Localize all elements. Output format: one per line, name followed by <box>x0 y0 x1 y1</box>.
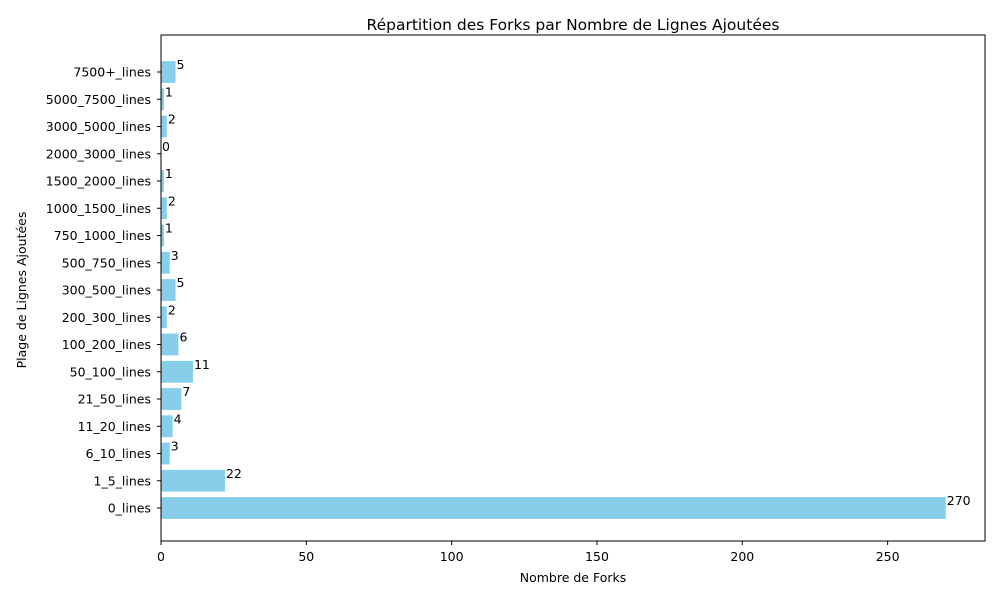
y-tick-label: 50_100_lines <box>70 364 151 379</box>
data-label-500_750_lines: 3 <box>171 248 179 263</box>
data-label-6_10_lines: 3 <box>171 439 179 454</box>
bars <box>161 61 946 519</box>
x-tick-label: 50 <box>298 549 314 564</box>
bar-0_lines <box>161 497 946 519</box>
data-label-750_1000_lines: 1 <box>165 221 173 236</box>
y-tick-label: 21_50_lines <box>78 392 151 407</box>
bar-1000_1500_lines <box>161 197 167 220</box>
bar-21_50_lines <box>161 388 182 410</box>
y-tick-label: 1_5_lines <box>94 473 151 488</box>
bar-100_200_lines <box>161 333 179 356</box>
y-tick-label: 11_20_lines <box>78 419 151 434</box>
chart-title: Répartition des Forks par Nombre de Lign… <box>367 16 780 34</box>
y-tick-label: 1500_2000_lines <box>46 174 151 189</box>
y-tick-label: 0_lines <box>108 501 151 516</box>
data-label-1500_2000_lines: 1 <box>165 166 173 181</box>
y-tick-label: 3000_5000_lines <box>46 119 151 134</box>
y-axis-label: Plage de Lignes Ajoutées <box>14 212 29 369</box>
bar-750_1000_lines <box>161 224 164 247</box>
y-tick-label: 500_750_lines <box>62 255 151 270</box>
data-label-0_lines: 270 <box>947 493 971 508</box>
bar-300_500_lines <box>161 279 176 301</box>
data-label-300_500_lines: 5 <box>177 275 185 290</box>
bar-7500+_lines <box>161 61 176 83</box>
y-tick-label: 200_300_lines <box>62 310 151 325</box>
bar-1_5_lines <box>161 469 225 492</box>
data-label-1_5_lines: 22 <box>226 466 242 481</box>
y-tick-label: 100_200_lines <box>62 337 151 352</box>
plot-area-frame <box>160 34 986 542</box>
data-label-5000_7500_lines: 1 <box>165 84 173 99</box>
bar-1500_2000_lines <box>161 170 164 192</box>
bar-5000_7500_lines <box>161 88 164 111</box>
bar-6_10_lines <box>161 442 170 465</box>
y-axis-ticks: 0_lines 1_5_lines 6_10_lines 11_20_lines 21_… <box>46 65 161 516</box>
data-label-1000_1500_lines: 2 <box>168 193 176 208</box>
x-tick-label: 250 <box>876 549 900 564</box>
x-tick-label: 150 <box>585 549 609 564</box>
x-axis-label: Nombre de Forks <box>520 570 627 585</box>
bar-200_300_lines <box>161 306 167 329</box>
y-tick-label: 6_10_lines <box>86 446 151 461</box>
y-tick-label: 750_1000_lines <box>54 228 151 243</box>
y-tick-label: 1000_1500_lines <box>46 201 151 216</box>
data-label-200_300_lines: 2 <box>168 302 176 317</box>
y-tick-label: 7500+_lines <box>73 65 151 80</box>
data-label-3000_5000_lines: 2 <box>168 112 176 127</box>
bar-50_100_lines <box>161 360 193 383</box>
x-tick-label: 100 <box>440 549 464 564</box>
y-tick-label: 5000_7500_lines <box>46 92 151 107</box>
data-label-2000_3000_lines: 0 <box>162 139 170 154</box>
y-tick-label: 2000_3000_lines <box>46 146 151 161</box>
data-label-7500+_lines: 5 <box>177 57 185 72</box>
x-axis-ticks: 0 50 100 150 200 250 <box>157 541 900 564</box>
data-label-11_20_lines: 4 <box>174 411 182 426</box>
x-tick-label: 200 <box>730 549 754 564</box>
bar-11_20_lines <box>161 415 173 438</box>
bar-3000_5000_lines <box>161 115 167 138</box>
y-tick-label: 300_500_lines <box>62 283 151 298</box>
bar-500_750_lines <box>161 251 170 274</box>
data-label-21_50_lines: 7 <box>182 384 190 399</box>
x-tick-label: 0 <box>157 549 165 564</box>
data-label-50_100_lines: 11 <box>194 357 210 372</box>
data-label-100_200_lines: 6 <box>179 330 187 345</box>
